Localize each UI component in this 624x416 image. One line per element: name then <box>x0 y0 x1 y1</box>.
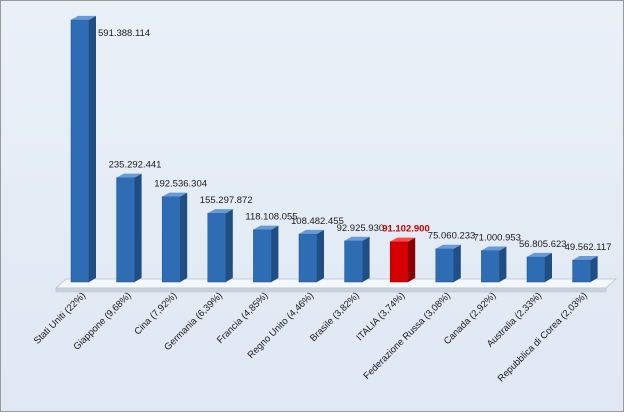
bar-top <box>207 209 233 214</box>
bar-front <box>207 212 227 283</box>
bar-top <box>390 237 416 242</box>
bar-stati-uniti-22 <box>70 15 96 283</box>
bar-front <box>161 196 181 283</box>
value-label: 108.482.455 <box>291 216 344 227</box>
bar-top <box>71 15 96 20</box>
bar-side <box>271 225 279 282</box>
value-label: 155.297.872 <box>200 195 253 206</box>
value-label: 591.388.114 <box>98 28 150 39</box>
bar-germania-6-39 <box>207 209 233 283</box>
chart-floor <box>54 278 618 293</box>
value-label: 118.108.055 <box>245 212 297 223</box>
bar-front <box>116 177 135 283</box>
category-label: Federazione Russa (3,08%) <box>361 290 452 381</box>
category-label: Repubblica di Corea (2,03%) <box>496 290 590 384</box>
bar-front <box>526 256 546 283</box>
bars-group <box>70 15 598 283</box>
bar-top <box>344 236 370 241</box>
bar-francia-4-85 <box>253 225 279 283</box>
value-label: 92.925.930 <box>337 223 385 234</box>
bar-giappone-9-68 <box>116 173 142 283</box>
value-labels-group: 591.388.114 235.292.441 192.536.304 155.297… <box>98 28 611 253</box>
bar-front <box>70 19 90 283</box>
bar-regno-unito-4-46 <box>298 229 324 283</box>
bar-cina-7-92 <box>161 192 188 283</box>
value-label: 56.805.623 <box>519 239 567 250</box>
category-label: Cina (7,92%) <box>132 290 179 337</box>
bar-front <box>481 250 500 283</box>
value-label: 49.562.117 <box>565 242 612 253</box>
bar-top <box>299 229 324 234</box>
bar-side <box>408 237 416 282</box>
bar-side <box>317 229 324 282</box>
bar-federazione-russa-3-08 <box>435 244 461 283</box>
bar-top <box>572 256 598 261</box>
bar-front <box>435 248 455 283</box>
bar-repubblica-di-corea-2-03 <box>572 256 598 283</box>
bar-side <box>545 252 552 282</box>
bar-front <box>572 259 591 283</box>
bar-australia-2-33 <box>526 252 552 283</box>
bar-top <box>116 173 142 178</box>
bar-front <box>253 229 272 283</box>
bar-side <box>590 256 598 282</box>
bar-brasile-3-82 <box>344 236 370 283</box>
bar-side <box>362 236 370 282</box>
bar-top <box>481 246 507 251</box>
bar-side <box>89 15 96 283</box>
bar-top <box>435 244 461 249</box>
bar-side <box>180 192 188 282</box>
category-labels-group: Stati Uniti (22%)Giappone (9,68%)Cina (7… <box>32 290 590 384</box>
bar-side <box>134 173 142 282</box>
bar-side <box>453 244 461 282</box>
floor-front <box>55 287 607 293</box>
value-label: 75.060.233 <box>428 231 476 242</box>
bar-top <box>162 192 188 197</box>
bar-top <box>253 225 279 230</box>
bar-canada-2-92 <box>481 246 507 283</box>
bar-front <box>298 233 318 283</box>
value-label: 235.292.441 <box>109 160 162 171</box>
bar-front <box>344 240 363 283</box>
value-label: 91.102.900 <box>382 224 430 235</box>
bar-italia-3-74 <box>389 237 416 283</box>
category-label: Brasile (3,82%) <box>308 290 362 344</box>
value-label: 71.000.953 <box>473 233 521 244</box>
bar-side <box>225 209 233 282</box>
bar-top <box>527 252 552 257</box>
bar-front <box>389 241 409 283</box>
value-label: 192.536.304 <box>154 179 207 190</box>
bar-side <box>499 246 507 282</box>
